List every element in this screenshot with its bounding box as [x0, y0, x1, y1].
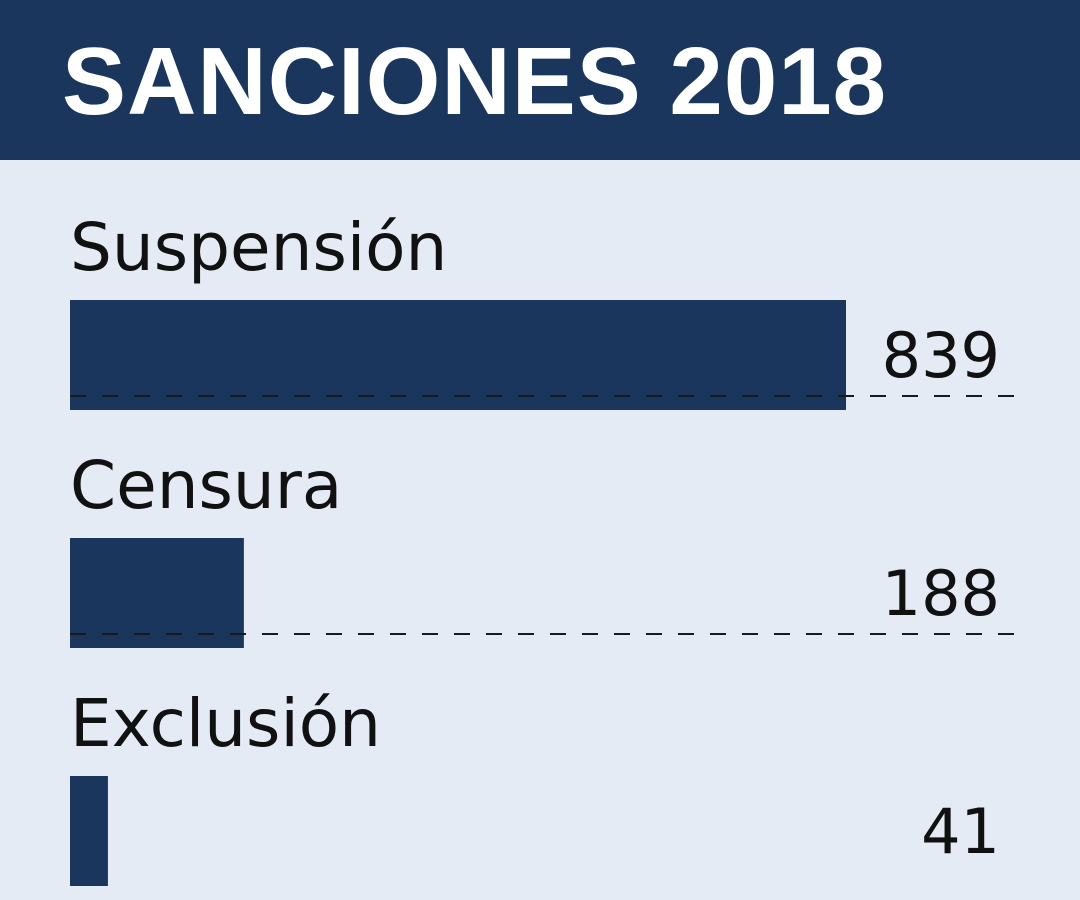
title-banner: SANCIONES 2018 — [0, 0, 1080, 160]
category-label-exclusion: Exclusión — [70, 685, 381, 762]
category-label-censura: Censura — [70, 447, 342, 524]
category-label-suspension: Suspensión — [70, 209, 447, 286]
chart-title: SANCIONES 2018 — [62, 28, 887, 135]
value-label-suspension: 839 — [882, 319, 1000, 392]
bar-suspension — [70, 300, 846, 410]
value-label-exclusion: 41 — [921, 795, 1000, 868]
value-label-censura: 188 — [882, 557, 1000, 630]
bar-censura — [70, 538, 244, 648]
bar-exclusion — [70, 776, 108, 886]
